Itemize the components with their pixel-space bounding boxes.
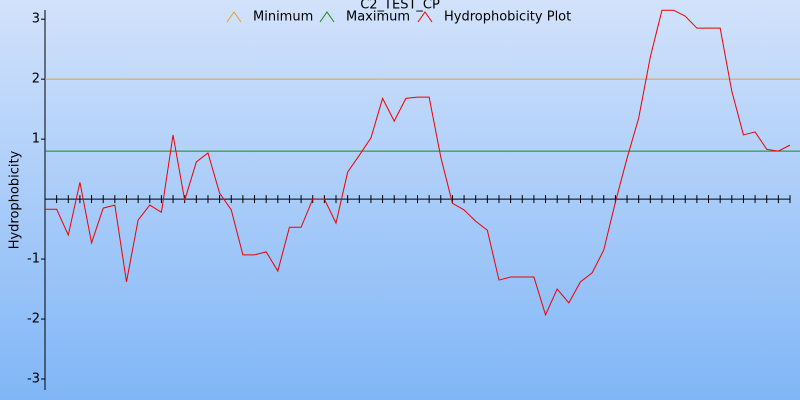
legend-icon (319, 11, 335, 23)
legend-label: Minimum (253, 10, 313, 25)
data-line (45, 9, 791, 317)
y-tick-label: -2 (27, 312, 40, 327)
legend-icon (226, 11, 242, 23)
y-tick-label: 3 (32, 12, 40, 27)
y-tick-label: -3 (27, 372, 40, 387)
legend-label: Hydrophobicity Plot (444, 10, 571, 25)
y-tick-label: -1 (27, 252, 40, 267)
chart-title: C2_TEST_CP (360, 0, 440, 13)
y-tick-label: 1 (32, 132, 40, 147)
legend-icon (417, 11, 433, 23)
legend-label: Maximum (346, 10, 410, 25)
y-axis-label: Hydrophobicity (8, 150, 23, 249)
y-tick-label: 2 (32, 72, 40, 87)
